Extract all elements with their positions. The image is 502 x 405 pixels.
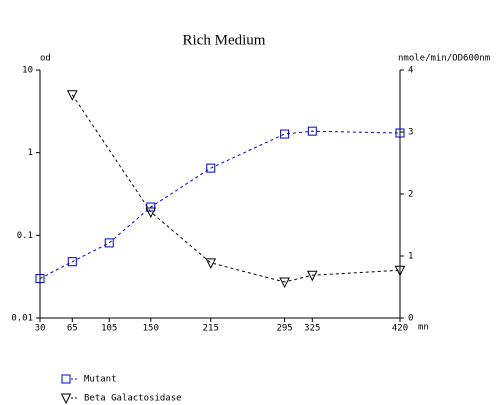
point (206, 163, 216, 173)
y-tick-label: 10 (22, 66, 33, 76)
point (145, 207, 157, 219)
y-tick-label: 0.01 (11, 314, 33, 324)
y2-tick-label: 2 (408, 190, 413, 200)
y-tick-label: 0.1 (17, 231, 33, 241)
x-tick-label: 325 (304, 324, 320, 334)
point (394, 265, 406, 277)
y-axis-label: od (40, 54, 51, 64)
x-axis-label: mn (418, 323, 429, 333)
y2-tick-label: 1 (408, 252, 413, 262)
legend-marker (60, 393, 72, 405)
series-line (71, 94, 401, 283)
x-tick-label: 295 (276, 324, 292, 334)
point (66, 90, 78, 101)
chart-title: Rich Medium (183, 32, 266, 48)
point (395, 128, 405, 138)
point (306, 270, 318, 282)
x-tick-label: 105 (101, 324, 117, 334)
x-tick-label: 150 (143, 324, 159, 334)
point (280, 129, 290, 139)
y-tick-label: 1 (28, 148, 33, 158)
y2-tick-label: 3 (408, 128, 413, 138)
point (35, 274, 45, 284)
point (67, 257, 77, 267)
y2-axis-label: nmole/min/OD600nm (398, 54, 490, 64)
legend-label: Mutant (84, 375, 117, 385)
x-tick-label: 30 (35, 324, 46, 334)
y2-tick-label: 4 (408, 66, 413, 76)
point (279, 277, 290, 289)
x-tick-label: 420 (392, 324, 408, 334)
point (146, 202, 156, 212)
y2-tick-label: 0 (408, 314, 413, 324)
series-line (39, 130, 401, 280)
x-tick-label: 65 (67, 324, 78, 334)
x-tick-label: 215 (203, 324, 219, 334)
legend-marker (61, 374, 71, 384)
point (104, 238, 114, 248)
point (205, 258, 217, 269)
legend-label: Beta Galactosidase (84, 394, 182, 404)
point (307, 126, 317, 136)
